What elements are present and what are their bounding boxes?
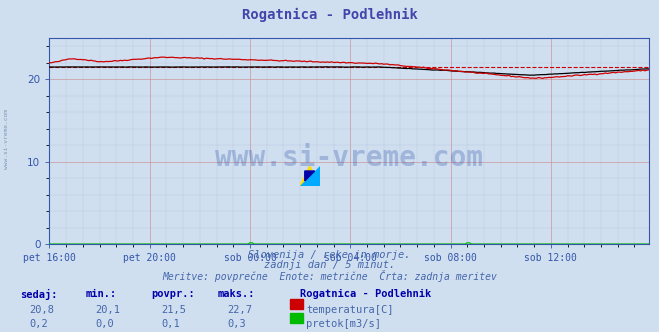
Text: 21,5: 21,5 [161,305,186,315]
Text: sedaj:: sedaj: [20,289,57,300]
Polygon shape [300,166,320,186]
Text: Slovenija / reke in morje.: Slovenija / reke in morje. [248,250,411,260]
Text: 22,7: 22,7 [227,305,252,315]
Text: www.si-vreme.com: www.si-vreme.com [215,143,483,172]
Text: 0,2: 0,2 [30,319,48,329]
Text: temperatura[C]: temperatura[C] [306,305,394,315]
Text: pretok[m3/s]: pretok[m3/s] [306,319,382,329]
Polygon shape [304,171,315,181]
Text: 0,3: 0,3 [227,319,246,329]
Text: 0,1: 0,1 [161,319,180,329]
Text: maks.:: maks.: [217,289,255,299]
Polygon shape [300,166,320,186]
Text: min.:: min.: [86,289,117,299]
Text: zadnji dan / 5 minut.: zadnji dan / 5 minut. [264,260,395,270]
Text: povpr.:: povpr.: [152,289,195,299]
Text: Meritve: povprečne  Enote: metrične  Črta: zadnja meritev: Meritve: povprečne Enote: metrične Črta:… [162,270,497,282]
Text: 0,0: 0,0 [96,319,114,329]
Text: www.si-vreme.com: www.si-vreme.com [4,110,9,169]
Text: Rogatnica - Podlehnik: Rogatnica - Podlehnik [242,8,417,23]
Text: Rogatnica - Podlehnik: Rogatnica - Podlehnik [300,289,431,299]
Text: 20,1: 20,1 [96,305,121,315]
Text: 20,8: 20,8 [30,305,55,315]
